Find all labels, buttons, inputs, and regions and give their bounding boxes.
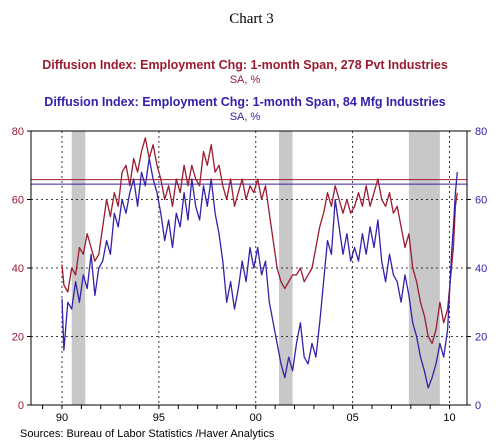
series-2-title: Diffusion Index: Employment Chg: 1-month… [44,95,446,109]
series-1-units: SA, % [229,74,261,86]
y-tick-label-right-40: 40 [475,263,487,275]
x-tick-label-90: 90 [56,412,68,424]
chart-title: Chart 3 [229,11,274,27]
x-tick-label-00: 00 [250,412,262,424]
recession-band-1 [71,131,86,405]
y-tick-label-right-80: 80 [475,126,487,138]
y-tick-label-left-40: 40 [12,263,24,275]
y-tick-label-left-60: 60 [12,195,24,207]
series-1-title: Diffusion Index: Employment Chg: 1-month… [42,58,448,72]
x-tick-label-10: 10 [443,412,455,424]
series-2-units: SA, % [229,111,261,123]
x-tick-label-05: 05 [347,412,359,424]
series-line-2 [61,157,458,389]
y-tick-label-left-0: 0 [18,400,24,412]
y-tick-label-left-20: 20 [12,332,24,344]
x-tick-label-95: 95 [153,412,165,424]
y-tick-label-left-80: 80 [12,126,24,138]
y-tick-label-right-60: 60 [475,195,487,207]
series-line-1 [61,137,458,345]
source-note: Sources: Bureau of Labor Statistics /Hav… [20,428,275,440]
y-tick-label-right-20: 20 [475,332,487,344]
y-tick-label-right-0: 0 [475,400,481,412]
recession-band-3 [408,131,440,405]
